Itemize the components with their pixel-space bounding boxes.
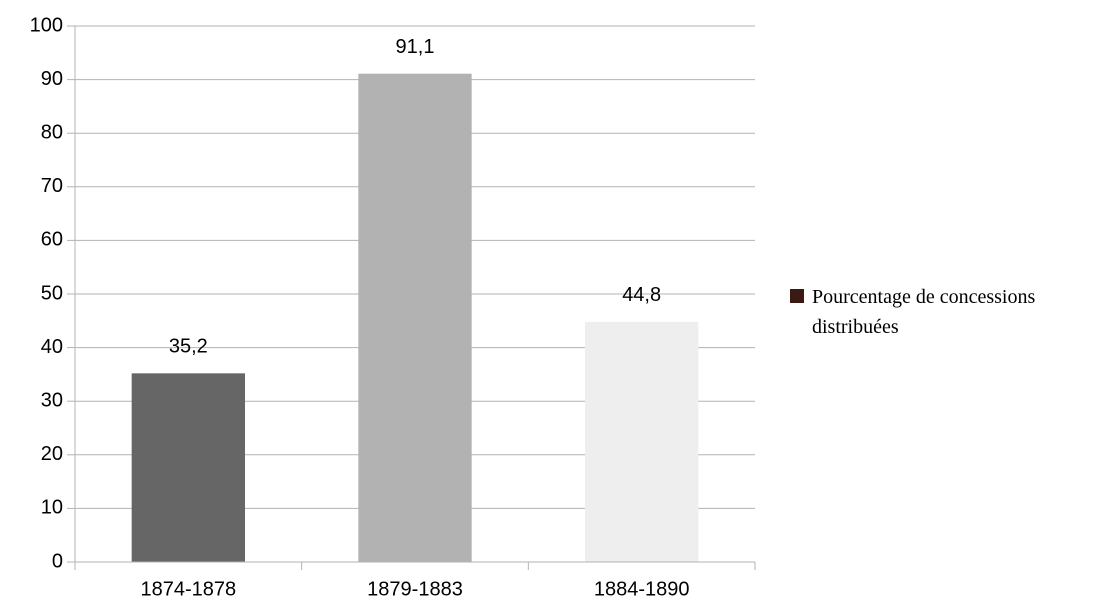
value-label: 91,1 [396, 36, 435, 58]
bar [585, 321, 699, 562]
y-tick-label: 0 [52, 550, 63, 572]
y-tick-label: 60 [41, 229, 63, 251]
legend: Pourcentage de concessions distribuées [790, 282, 1090, 342]
x-tick-label: 1879-1883 [367, 578, 463, 600]
y-tick-label: 40 [41, 336, 63, 358]
bar [358, 73, 472, 562]
y-tick-label: 30 [41, 389, 63, 411]
x-tick-label: 1884-1890 [594, 578, 690, 600]
value-label: 35,2 [169, 336, 208, 358]
y-tick-label: 10 [41, 497, 63, 519]
legend-swatch [790, 289, 804, 303]
y-tick-label: 70 [41, 175, 63, 197]
y-tick-label: 80 [41, 121, 63, 143]
y-tick-label: 50 [41, 282, 63, 304]
y-tick-label: 100 [30, 14, 63, 36]
y-tick-label: 90 [41, 68, 63, 90]
y-tick-label: 20 [41, 443, 63, 465]
legend-label: Pourcentage de concessions distribuées [812, 286, 1036, 338]
x-tick-label: 1874-1878 [141, 578, 237, 600]
value-label: 44,8 [622, 284, 661, 306]
bar [131, 373, 245, 562]
